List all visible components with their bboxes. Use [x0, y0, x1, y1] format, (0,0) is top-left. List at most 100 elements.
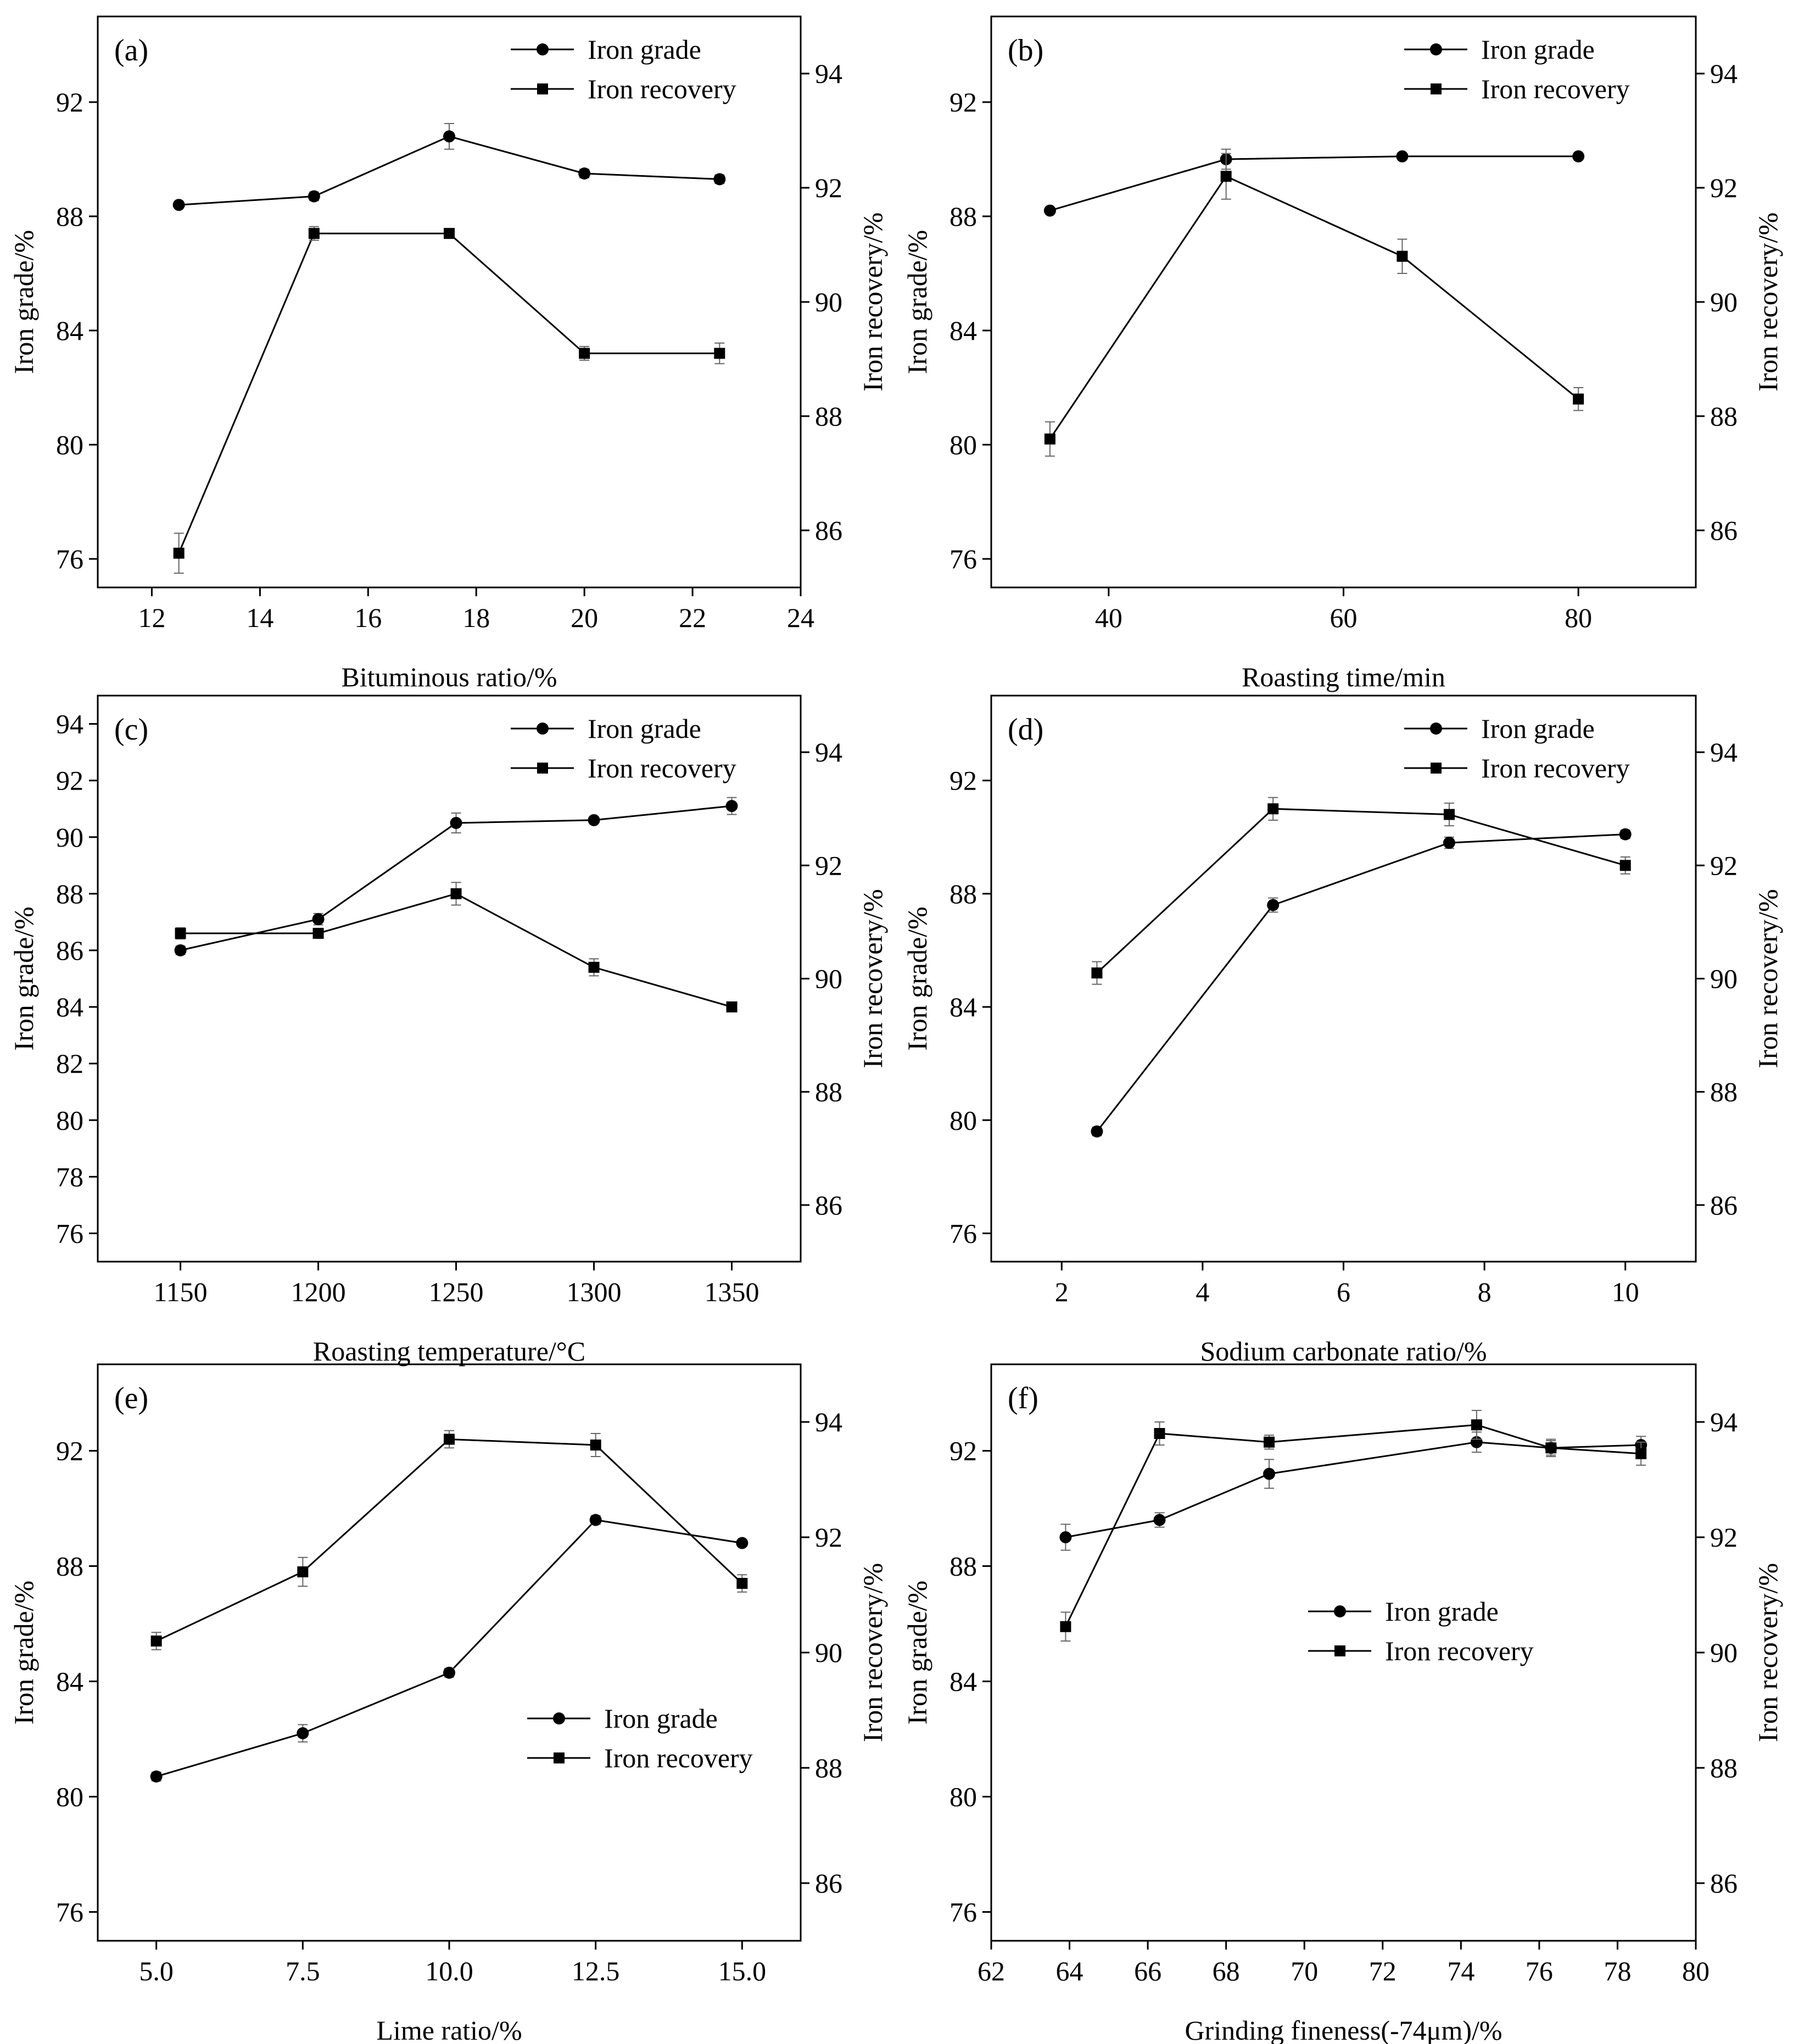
- series-line: [1096, 833, 1626, 1132]
- legend-marker-square: [537, 83, 548, 94]
- y-axis-label-left: Iron grade/%: [8, 906, 39, 1050]
- panel-label: (d): [1008, 713, 1043, 747]
- y-tick-label-left: 84: [949, 992, 977, 1022]
- y-tick-label-right: 94: [815, 1407, 842, 1437]
- data-point-circle: [1267, 899, 1280, 911]
- y-tick-label-right: 90: [815, 964, 842, 994]
- series-line: [1065, 1441, 1641, 1538]
- series-iron-grade: [172, 123, 726, 211]
- x-axis-label: Grinding fineness(-74μm)/%: [1185, 2015, 1502, 2044]
- data-point-square: [1397, 250, 1408, 262]
- data-point-square: [579, 348, 590, 359]
- y-axis-label-right: Iron recovery/%: [1752, 889, 1783, 1068]
- data-point-square: [1264, 1436, 1275, 1448]
- data-point-square: [1573, 393, 1584, 405]
- legend: Iron grade Iron recovery: [511, 34, 736, 104]
- x-tick-label: 76: [1526, 1956, 1553, 1986]
- data-point-square: [736, 1578, 748, 1589]
- y-tick-label-right: 90: [1710, 287, 1738, 317]
- y-axis-label-right: Iron recovery/%: [1752, 212, 1783, 391]
- y-tick-label-right: 94: [815, 58, 842, 89]
- y-tick-label-left: 76: [56, 1218, 83, 1248]
- y-tick-label-left: 92: [56, 87, 83, 117]
- y-tick-label-left: 80: [949, 1782, 977, 1812]
- y-tick-label-left: 88: [949, 878, 977, 909]
- y-tick-label-right: 94: [1710, 58, 1738, 89]
- y-tick-label-left: 92: [56, 765, 83, 796]
- legend-label: Iron grade: [1385, 1596, 1499, 1627]
- y-tick-label-left: 92: [56, 1436, 83, 1466]
- legend: Iron grade Iron recovery: [1308, 1596, 1534, 1666]
- y-axis-label-left: Iron grade/%: [902, 1581, 932, 1724]
- series-iron-recovery: [1091, 797, 1631, 985]
- x-axis-label: Sodium carbonate ratio/%: [1200, 1336, 1487, 1367]
- data-point-circle: [1059, 1531, 1072, 1543]
- legend: Iron grade Iron recovery: [527, 1703, 753, 1773]
- series-iron-recovery: [1060, 1410, 1647, 1642]
- x-tick-label: 15.0: [718, 1956, 767, 1986]
- y-tick-label-left: 76: [949, 544, 977, 574]
- data-point-square: [308, 228, 320, 239]
- data-point-square: [714, 348, 725, 359]
- y-tick-label-left: 88: [949, 201, 977, 232]
- y-tick-label-right: 92: [1710, 172, 1738, 203]
- x-tick-label: 80: [1682, 1956, 1710, 1986]
- x-tick-label: 14: [246, 602, 273, 633]
- y-tick-label-left: 90: [56, 822, 83, 853]
- data-point-square: [444, 1433, 455, 1445]
- data-point-circle: [1091, 1125, 1103, 1138]
- y-tick-label-right: 92: [815, 172, 842, 203]
- y-tick-label-left: 88: [56, 201, 83, 232]
- x-axis-label: Bituminous ratio/%: [341, 662, 557, 692]
- x-tick-label: 64: [1056, 1956, 1083, 1986]
- legend: Iron grade Iron recovery: [511, 713, 736, 783]
- data-point-circle: [588, 814, 600, 826]
- data-point-square: [1443, 809, 1455, 820]
- series-line: [156, 1519, 742, 1778]
- x-axis-label: Lime ratio/%: [376, 2015, 522, 2044]
- y-tick-label-left: 82: [56, 1048, 83, 1079]
- data-point-circle: [1263, 1468, 1276, 1480]
- y-tick-label-right: 86: [1710, 1190, 1738, 1220]
- legend-label: Iron recovery: [588, 74, 736, 104]
- series-iron-grade: [1059, 1431, 1647, 1551]
- y-tick-label-left: 76: [56, 1897, 83, 1928]
- series-iron-grade: [150, 1514, 749, 1783]
- x-tick-label: 62: [978, 1956, 1005, 1986]
- legend-label: Iron grade: [604, 1703, 718, 1734]
- y-tick-label-left: 88: [56, 878, 83, 909]
- legend-label: Iron recovery: [604, 1743, 753, 1773]
- x-tick-label: 1200: [291, 1276, 346, 1307]
- y-tick-label-right: 94: [1710, 1407, 1738, 1437]
- chart-panel-3: 1150 1200 1250 1300 1350 76 78 80 82 84 86 88 90 92 94…: [8, 695, 888, 1367]
- y-tick-label-left: 80: [949, 429, 977, 460]
- data-point-circle: [1443, 837, 1455, 849]
- x-tick-label: 70: [1291, 1956, 1318, 1986]
- data-point-square: [1220, 171, 1232, 182]
- chart-panel-6: 62 64 66 68 70 72 74 76 78 80 76 80 84 88 92 86 88 90 92 94…: [902, 1363, 1783, 2044]
- legend-marker-circle: [553, 1712, 565, 1724]
- series-line: [1096, 808, 1626, 974]
- data-point-circle: [725, 800, 738, 813]
- y-tick-label-right: 90: [815, 1637, 842, 1668]
- x-tick-label: 4: [1196, 1276, 1209, 1307]
- data-point-circle: [450, 816, 462, 829]
- data-point-circle: [172, 199, 185, 211]
- legend: Iron grade Iron recovery: [1404, 713, 1630, 783]
- x-tick-label: 1350: [705, 1276, 759, 1307]
- y-tick-label-right: 86: [815, 1190, 842, 1220]
- y-tick-label-left: 80: [56, 429, 83, 460]
- plot-frame: [97, 1363, 802, 1942]
- data-point-circle: [713, 173, 726, 186]
- data-point-square: [1091, 967, 1103, 979]
- legend-label: Iron recovery: [1385, 1636, 1534, 1666]
- data-point-circle: [589, 1514, 602, 1526]
- y-tick-label-right: 92: [815, 1522, 842, 1553]
- y-tick-label-right: 88: [1710, 1752, 1738, 1783]
- data-point-square: [150, 1636, 162, 1647]
- series-iron-recovery: [173, 226, 725, 574]
- y-tick-label-left: 84: [56, 315, 83, 346]
- legend-marker-square: [554, 1752, 565, 1763]
- x-tick-label: 6: [1337, 1276, 1350, 1307]
- x-tick-label: 1250: [429, 1276, 484, 1307]
